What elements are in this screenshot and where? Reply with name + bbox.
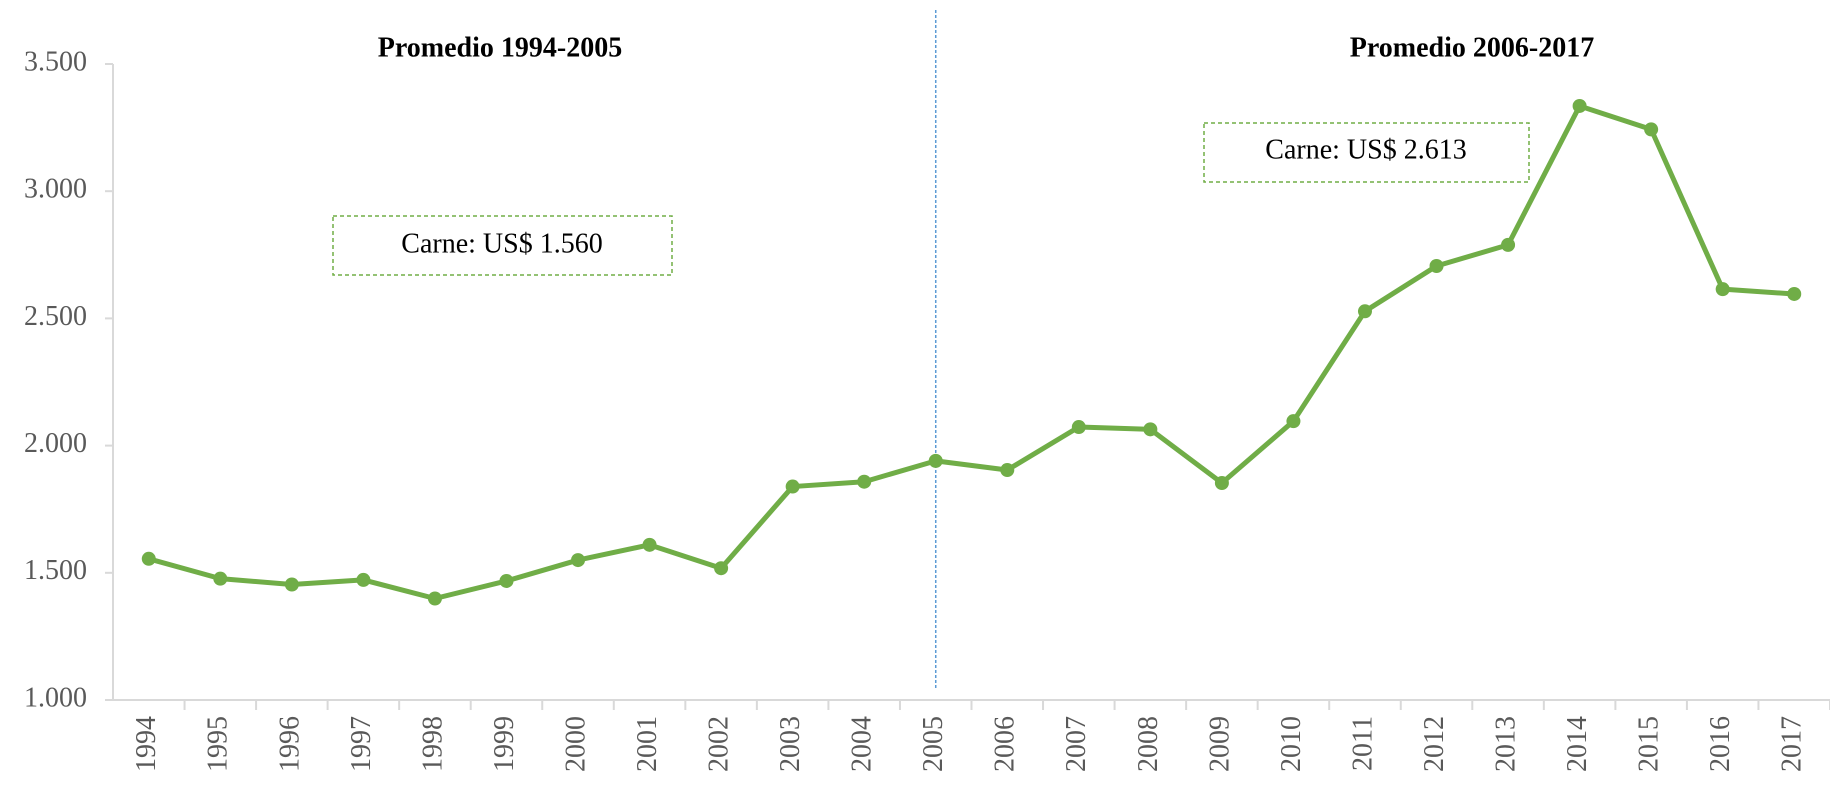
point xyxy=(1214,475,1229,490)
x-tick-label: 2013 xyxy=(1490,716,1521,772)
x-tick-label: 1996 xyxy=(274,716,305,772)
point xyxy=(571,553,586,568)
point xyxy=(1143,422,1158,437)
x-tick-label: 2004 xyxy=(847,716,878,772)
x-tick-label: 2017 xyxy=(1777,716,1808,772)
x-tick-label: 2008 xyxy=(1133,716,1164,772)
point xyxy=(1501,237,1516,252)
point xyxy=(1644,122,1659,137)
annotation: Carne: US$ 1.560 xyxy=(401,228,602,259)
x-tick-label: 2003 xyxy=(775,716,806,772)
point xyxy=(785,479,800,494)
x-tick-label: 2002 xyxy=(704,716,735,772)
x-tick-label: 2014 xyxy=(1562,716,1593,772)
x-tick-label: 1999 xyxy=(489,716,520,772)
x-tick-label: 2011 xyxy=(1347,716,1378,771)
point xyxy=(141,551,156,566)
point xyxy=(857,474,872,489)
point xyxy=(642,537,657,552)
x-tick-label: 2012 xyxy=(1419,716,1450,772)
point xyxy=(1787,286,1802,301)
annotation: Promedio 1994-2005 xyxy=(378,32,622,63)
x-tick-label: 1995 xyxy=(203,716,234,772)
annotation: Promedio 2006-2017 xyxy=(1350,32,1594,63)
point xyxy=(284,577,299,592)
y-tick-label: 3.500 xyxy=(24,46,87,77)
x-tick-label: 2015 xyxy=(1634,716,1665,772)
x-tick-label: 2007 xyxy=(1061,716,1092,772)
point xyxy=(213,571,228,586)
y-tick-label: 2.500 xyxy=(24,301,87,332)
point xyxy=(714,561,729,576)
point xyxy=(1286,414,1301,429)
point xyxy=(1715,282,1730,297)
line xyxy=(148,103,1795,601)
annotation-box xyxy=(332,215,673,276)
y-tick-label: 2.000 xyxy=(24,428,87,459)
x-tick-label: 2009 xyxy=(1204,716,1235,772)
x-tick-label: 1994 xyxy=(131,716,162,772)
point xyxy=(1357,304,1372,319)
point xyxy=(1071,420,1086,435)
point xyxy=(1572,98,1587,113)
point xyxy=(427,591,442,606)
x-tick-label: 2001 xyxy=(632,716,663,772)
point xyxy=(928,453,943,468)
annotation-box xyxy=(1203,122,1530,183)
x-tick-label: 2010 xyxy=(1276,716,1307,772)
point xyxy=(356,572,371,587)
y-tick-label: 3.000 xyxy=(24,174,87,205)
x-tick-label: 2000 xyxy=(560,716,591,772)
point xyxy=(1429,258,1444,273)
x-tick-label: 2016 xyxy=(1705,716,1736,772)
y-tick-label: 1.000 xyxy=(24,682,87,713)
y-tick-label: 1.500 xyxy=(24,555,87,586)
point xyxy=(499,573,514,588)
annotation: Carne: US$ 2.613 xyxy=(1265,134,1466,165)
x-tick-label: 2005 xyxy=(918,716,949,772)
x-tick-label: 1998 xyxy=(417,716,448,772)
x-tick-label: 1997 xyxy=(346,716,377,772)
x-tick-label: 2006 xyxy=(990,716,1021,772)
point xyxy=(1000,463,1015,478)
